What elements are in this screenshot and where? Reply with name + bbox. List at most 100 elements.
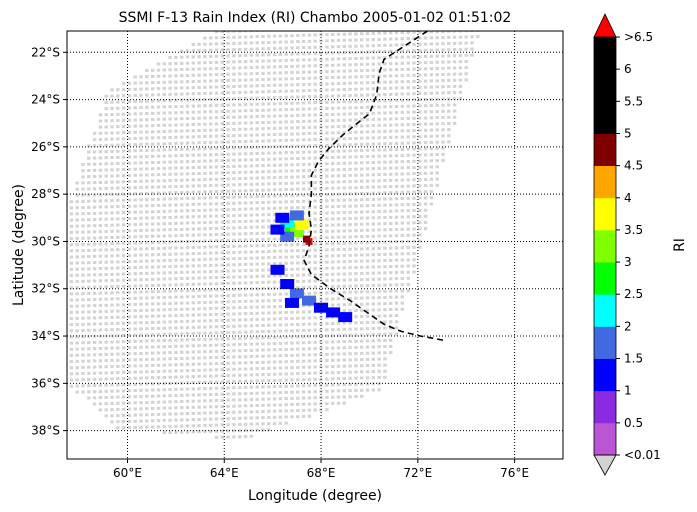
- swath-pixel: [383, 191, 387, 195]
- swath-pixel: [301, 341, 306, 345]
- swath-pixel: [365, 345, 370, 349]
- swath-pixel: [92, 144, 97, 148]
- swath-pixel: [383, 363, 387, 367]
- swath-pixel: [116, 291, 120, 295]
- swath-pixel: [98, 279, 103, 283]
- swath-pixel: [383, 197, 387, 201]
- swath-pixel: [156, 277, 161, 281]
- swath-pixel: [383, 99, 387, 103]
- swath-pixel: [377, 253, 381, 256]
- swath-pixel: [249, 195, 254, 199]
- swath-pixel: [342, 284, 346, 288]
- swath-pixel: [92, 187, 97, 191]
- swath-pixel: [290, 323, 294, 327]
- swath-pixel: [342, 395, 346, 399]
- swath-pixel: [296, 144, 300, 148]
- swath-pixel: [313, 242, 317, 246]
- swath-pixel: [220, 275, 224, 279]
- swath-pixel: [220, 183, 224, 187]
- swath-pixel: [261, 373, 265, 377]
- swath-pixel: [383, 277, 387, 281]
- swath-pixel: [336, 192, 341, 196]
- swath-pixel: [307, 273, 312, 277]
- swath-pixel: [243, 226, 248, 230]
- swath-pixel: [360, 204, 364, 208]
- swath-pixel: [238, 257, 242, 260]
- swath-pixel: [110, 137, 114, 141]
- swath-pixel: [116, 328, 120, 331]
- swath-pixel: [272, 176, 277, 180]
- swath-pixel: [267, 262, 271, 266]
- swath-pixel: [418, 116, 422, 120]
- swath-pixel: [255, 127, 259, 131]
- swath-pixel: [145, 333, 149, 337]
- swath-pixel: [249, 152, 254, 156]
- swath-pixel: [452, 66, 457, 70]
- swath-pixel: [389, 178, 393, 182]
- swath-pixel: [121, 81, 126, 85]
- swath-pixel: [261, 385, 265, 389]
- swath-pixel: [336, 340, 341, 344]
- swath-pixel: [139, 290, 143, 294]
- swath-pixel: [92, 248, 97, 252]
- y-tick-label: 36°S: [31, 376, 60, 390]
- colorbar-tick-label: 2.5: [624, 287, 643, 301]
- swath-pixel: [127, 155, 132, 159]
- swath-pixel: [342, 223, 346, 227]
- swath-pixel: [452, 48, 457, 51]
- swath-pixel: [331, 334, 335, 338]
- swath-pixel: [249, 342, 254, 346]
- swath-pixel: [278, 255, 283, 259]
- swath-pixel: [267, 422, 271, 426]
- swath-pixel: [81, 372, 85, 375]
- swath-pixel: [180, 338, 184, 342]
- swath-pixel: [162, 326, 166, 330]
- swath-pixel: [209, 380, 213, 384]
- swath-pixel: [406, 270, 410, 274]
- swath-pixel: [423, 141, 428, 145]
- swath-pixel: [168, 142, 172, 146]
- swath-pixel: [151, 425, 155, 429]
- swath-pixel: [180, 86, 184, 90]
- swath-pixel: [133, 241, 137, 245]
- swath-pixel: [301, 132, 306, 136]
- swath-pixel: [429, 165, 434, 169]
- swath-pixel: [92, 211, 97, 215]
- swath-pixel: [354, 315, 358, 319]
- swath-pixel: [226, 48, 230, 52]
- swath-pixel: [162, 277, 166, 281]
- swath-pixel: [139, 284, 143, 288]
- swath-pixel: [214, 325, 219, 329]
- swath-pixel: [174, 400, 178, 404]
- swath-pixel: [232, 380, 236, 384]
- swath-pixel: [394, 141, 399, 145]
- swath-pixel: [81, 261, 85, 265]
- swath-pixel: [272, 163, 277, 167]
- swath-pixel: [301, 335, 306, 339]
- swath-pixel: [406, 289, 410, 293]
- swath-pixel: [191, 325, 195, 329]
- swath-pixel: [104, 359, 108, 363]
- swath-pixel: [156, 173, 161, 177]
- swath-pixel: [162, 93, 166, 97]
- swath-pixel: [348, 118, 352, 122]
- swath-pixel: [296, 372, 300, 376]
- swath-pixel: [360, 278, 364, 282]
- colorbar-label: RI: [672, 238, 688, 252]
- swath-pixel: [232, 251, 236, 254]
- swath-pixel: [110, 186, 114, 190]
- swath-pixel: [261, 188, 265, 192]
- swath-pixel: [203, 393, 207, 397]
- swath-pixel: [301, 304, 306, 308]
- colorbar-segment: [594, 262, 616, 295]
- swath-pixel: [226, 312, 230, 316]
- swath-pixel: [261, 274, 265, 278]
- swath-pixel: [360, 56, 364, 60]
- swath-pixel: [226, 189, 230, 193]
- swath-pixel: [139, 222, 143, 226]
- swath-pixel: [168, 215, 172, 219]
- swath-pixel: [162, 234, 166, 238]
- swath-pixel: [389, 351, 393, 355]
- swath-pixel: [348, 137, 352, 140]
- swath-pixel: [180, 369, 184, 373]
